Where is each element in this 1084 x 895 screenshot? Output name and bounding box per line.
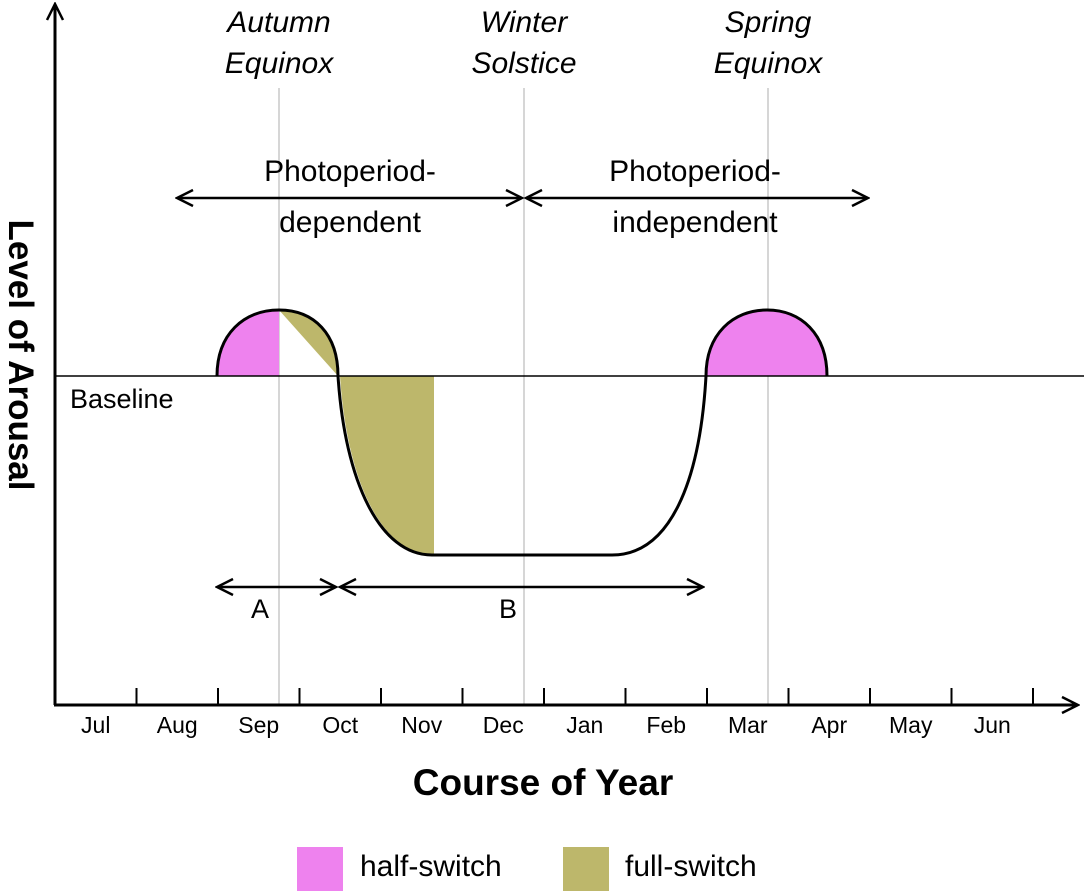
event-label: Equinox	[225, 47, 334, 80]
y-axis-label: Level of Arousal	[1, 220, 40, 491]
half-switch-area	[217, 310, 279, 376]
event-label: Solstice	[471, 47, 576, 80]
month-label: Mar	[728, 712, 768, 738]
legend-swatch	[297, 847, 343, 891]
month-label: Aug	[157, 712, 198, 738]
phase-label: B	[499, 594, 517, 624]
arousal-curve	[215, 308, 829, 557]
legend-label: full-switch	[625, 850, 757, 883]
month-label: Nov	[401, 712, 442, 738]
month-label: Oct	[322, 712, 358, 738]
half-switch-area	[706, 310, 827, 376]
content: Baseline Jul Aug Sep Oct Nov Dec Jan Feb Mar Apr Ma…	[1, 4, 1084, 891]
full-switch-area	[340, 376, 434, 555]
full-switch-area	[279, 310, 338, 376]
event-label: Equinox	[714, 47, 823, 80]
period-label: dependent	[279, 206, 421, 239]
event-label: Winter	[481, 6, 568, 39]
month-label: Apr	[811, 712, 847, 738]
period-label: independent	[612, 206, 778, 239]
period-label: Photoperiod-	[264, 155, 436, 188]
baseline-label: Baseline	[70, 384, 174, 414]
period-label: Photoperiod-	[609, 155, 781, 188]
month-label: Jul	[81, 712, 110, 738]
legend-label: half-switch	[360, 850, 502, 883]
month-label: Dec	[483, 712, 524, 738]
event-label: Spring	[725, 6, 812, 39]
month-label: Sep	[238, 712, 279, 738]
month-label: Jun	[974, 712, 1011, 738]
month-label: Jan	[566, 712, 603, 738]
legend-swatch	[563, 847, 609, 891]
x-axis-label: Course of Year	[413, 762, 673, 803]
month-label: May	[889, 712, 933, 738]
phase-label: A	[251, 594, 269, 624]
event-label: Autumn	[225, 6, 330, 39]
month-label: Feb	[646, 712, 686, 738]
